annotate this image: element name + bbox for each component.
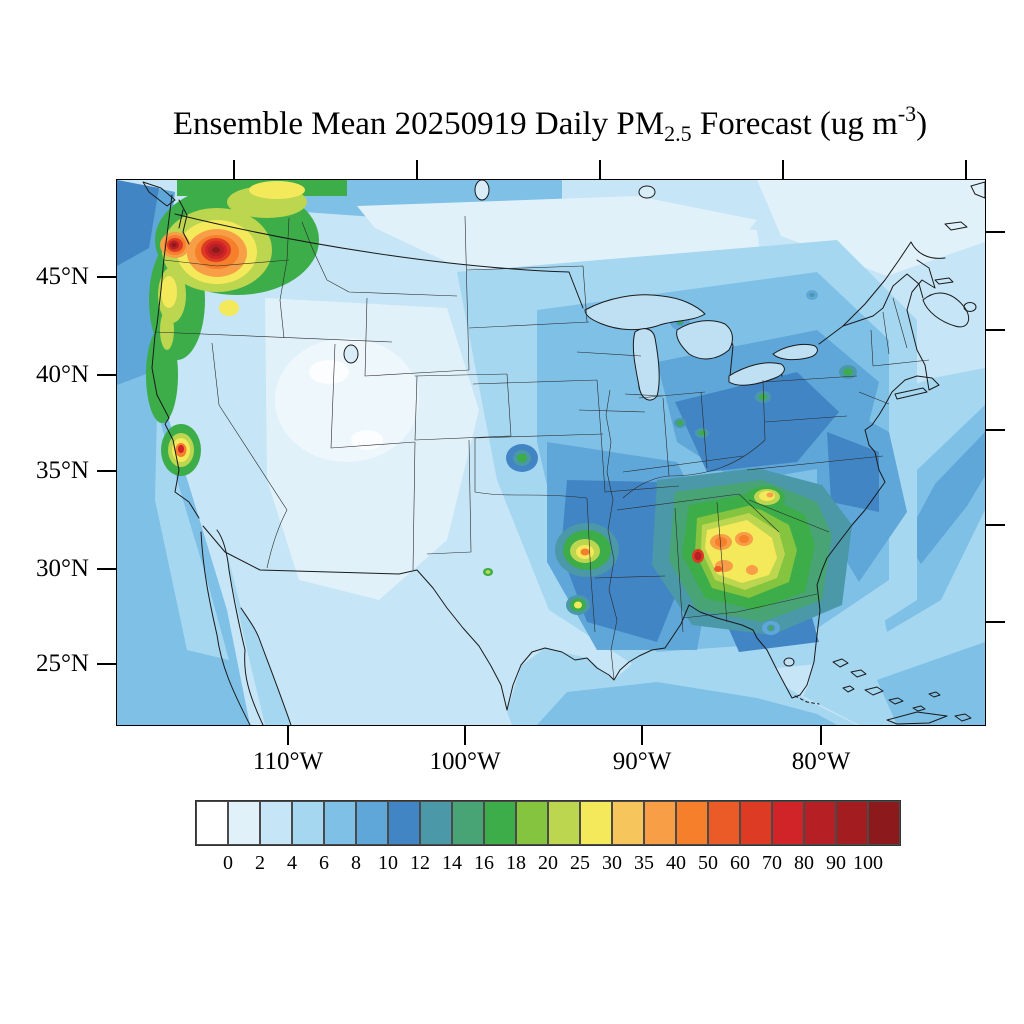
colorbar-label: 25 [570,852,590,874]
colorbar-label: 8 [351,852,361,874]
colorbar-label: 30 [602,852,622,874]
title-prefix: Ensemble Mean 20250919 Daily PM [172,106,665,142]
colorbar-cell [580,801,612,845]
colorbar-cell [420,801,452,845]
colorbar-cell [516,801,548,845]
colorbar-cell [260,801,292,845]
colorbar-cell [772,801,804,845]
title-superscript: -3 [897,101,917,126]
chart-title: Ensemble Mean 20250919 Daily PM2.5 Forec… [0,101,1024,146]
colorbar-cell [452,801,484,845]
x-axis-tick [820,725,822,745]
map-panel [116,179,986,726]
x-axis-label: 80°W [791,748,851,775]
colorbar-label: 100 [853,852,883,874]
y-axis-label: 40°N [35,361,89,388]
colorbar-label: 40 [666,852,686,874]
y-axis-tick-right [985,231,1005,233]
y-axis-label: 30°N [35,555,89,582]
y-axis-tick [97,276,117,278]
colorbar-label: 16 [474,852,494,874]
colorbar-cell [548,801,580,845]
colorbar-label: 50 [698,852,718,874]
title-subscript: 2.5 [664,121,692,146]
colorbar-label: 10 [378,852,398,874]
colorbar-cell [836,801,868,845]
colorbar-label: 2 [255,852,265,874]
colorbar-label: 12 [410,852,430,874]
y-axis-label: 25°N [35,650,89,677]
y-axis-label: 45°N [35,263,89,290]
y-axis-tick [97,374,117,376]
colorbar-cell [196,801,228,845]
colorbar-cell [676,801,708,845]
y-axis-tick [97,568,117,570]
x-axis-tick-top [416,160,418,180]
colorbar-cell [388,801,420,845]
y-axis-tick-right [985,329,1005,331]
colorbar-cell [612,801,644,845]
colorbar [195,800,901,846]
colorbar-label: 4 [287,852,297,874]
x-axis-label: 90°W [612,748,672,775]
colorbar-cell [484,801,516,845]
x-axis-tick-top [782,160,784,180]
title-suffix: ) [916,106,928,142]
colorbar-cell [356,801,388,845]
colorbar-cell [708,801,740,845]
colorbar-cell [868,801,900,845]
x-axis-tick-top [965,160,967,180]
x-axis-tick [641,725,643,745]
y-axis-tick [97,663,117,665]
colorbar-label: 70 [762,852,782,874]
colorbar-label: 90 [826,852,846,874]
y-axis-tick-right [985,524,1005,526]
y-axis-label: 35°N [35,457,89,484]
colorbar-label: 20 [538,852,558,874]
x-axis-tick [287,725,289,745]
y-axis-tick-right [985,429,1005,431]
colorbar-cell [292,801,324,845]
colorbar-cell [644,801,676,845]
colorbar-label: 35 [634,852,654,874]
title-middle: Forecast (ug m [691,106,898,142]
y-axis-tick [97,470,117,472]
colorbar-cell [740,801,772,845]
x-axis-label: 110°W [252,748,324,775]
x-axis-tick-top [599,160,601,180]
colorbar-label: 18 [506,852,526,874]
colorbar-label: 6 [319,852,329,874]
colorbar-cell [228,801,260,845]
forecast-map [116,179,986,726]
x-axis-tick-top [233,160,235,180]
colorbar-cell [804,801,836,845]
colorbar-label: 14 [442,852,462,874]
x-axis-tick [464,725,466,745]
colorbar-label: 0 [223,852,233,874]
colorbar-label: 60 [730,852,750,874]
x-axis-label: 100°W [429,748,501,775]
colorbar-cell [324,801,356,845]
y-axis-tick-right [985,621,1005,623]
colorbar-label: 80 [794,852,814,874]
